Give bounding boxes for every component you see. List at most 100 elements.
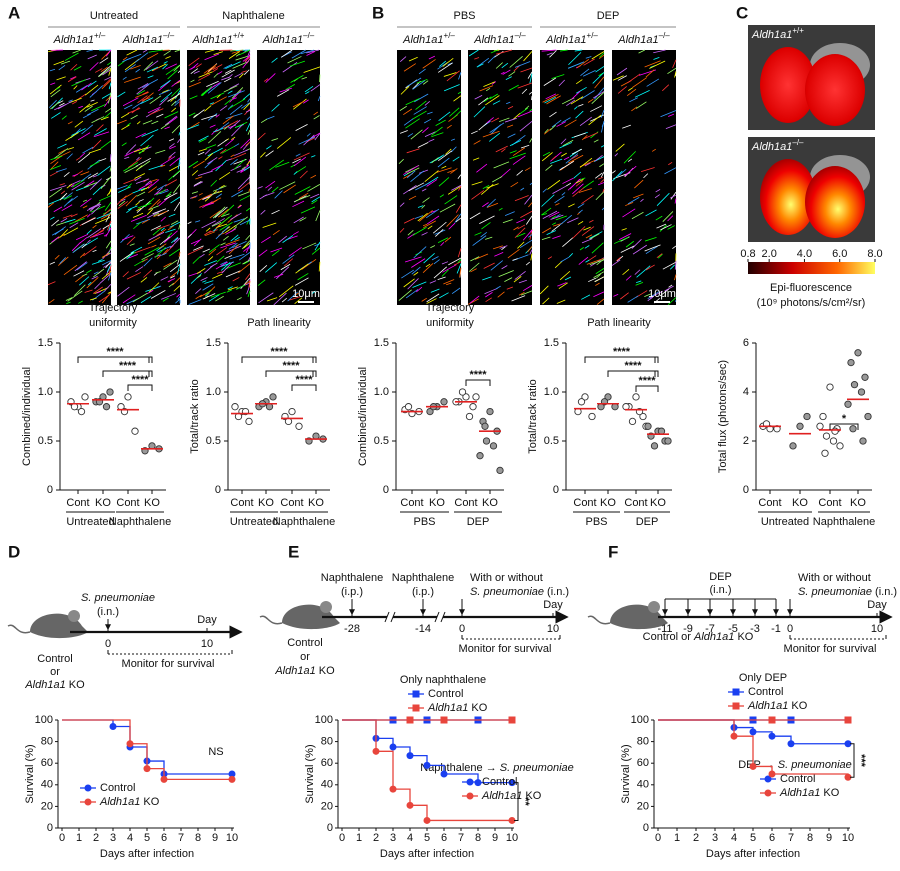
track	[547, 256, 553, 260]
track	[232, 277, 240, 282]
text-part: KO	[468, 702, 487, 714]
track	[517, 110, 533, 118]
track	[575, 180, 584, 187]
track	[583, 226, 591, 231]
track	[559, 142, 573, 149]
track	[225, 239, 240, 246]
track	[584, 162, 591, 167]
track	[567, 61, 585, 69]
track	[124, 104, 133, 110]
x-tick-label: 1	[356, 832, 362, 844]
track	[160, 164, 166, 168]
track	[260, 151, 266, 158]
text-part: KO	[316, 665, 335, 677]
track	[519, 107, 529, 115]
track	[195, 294, 203, 300]
track	[132, 212, 144, 218]
track	[520, 144, 530, 149]
track	[504, 211, 515, 216]
track	[169, 237, 181, 249]
colorbar-units: (10⁹ photons/s/cm²/sr)	[757, 297, 866, 309]
track	[145, 180, 151, 186]
track	[485, 297, 492, 303]
track	[125, 53, 142, 61]
track	[560, 152, 567, 157]
track	[244, 56, 251, 62]
track	[579, 157, 593, 168]
legend-label: Aldh1a1 KO	[99, 796, 160, 808]
track	[664, 285, 674, 292]
curve-marker	[440, 716, 448, 724]
track	[498, 270, 514, 278]
track	[204, 49, 215, 53]
track	[289, 60, 306, 67]
data-point	[231, 403, 239, 411]
track	[306, 49, 320, 54]
track	[225, 61, 241, 69]
track	[224, 225, 236, 234]
track	[517, 82, 532, 89]
data-point	[465, 412, 474, 421]
track	[177, 70, 181, 74]
track	[436, 167, 452, 173]
track	[230, 212, 242, 220]
track	[674, 260, 677, 270]
y-tick-label: 4	[743, 386, 749, 398]
track	[294, 277, 309, 286]
track	[275, 161, 290, 168]
y-tick-label: 100	[315, 714, 333, 726]
track	[291, 49, 306, 59]
track	[430, 288, 440, 293]
track	[168, 170, 181, 181]
track	[162, 297, 169, 302]
track	[405, 118, 420, 129]
track	[260, 118, 268, 124]
track	[135, 92, 149, 98]
track	[89, 178, 102, 190]
x-tick-label: 8	[807, 832, 813, 844]
track	[133, 146, 149, 153]
track	[134, 246, 151, 254]
track	[159, 96, 169, 106]
track	[656, 223, 667, 229]
track	[126, 49, 138, 56]
track	[418, 209, 433, 222]
track	[487, 55, 496, 64]
track	[625, 201, 634, 207]
track	[499, 117, 510, 122]
data-point	[854, 349, 862, 357]
track	[421, 297, 427, 302]
track	[193, 238, 202, 247]
track	[167, 278, 176, 282]
track	[486, 117, 494, 124]
track	[585, 56, 592, 59]
track	[573, 132, 586, 138]
track	[400, 86, 410, 95]
y-tick-label: 80	[41, 736, 53, 748]
track	[655, 189, 661, 193]
track	[263, 78, 269, 82]
track	[634, 269, 641, 275]
track	[423, 118, 432, 124]
track	[79, 237, 88, 244]
y-tick-label: 60	[321, 757, 333, 769]
track	[107, 220, 112, 231]
subject-label: Aldh1a1 KO	[274, 665, 335, 677]
x-tick-label: 1	[674, 832, 680, 844]
track	[430, 245, 436, 249]
track	[247, 50, 251, 57]
track	[124, 64, 136, 73]
track	[406, 170, 416, 179]
track	[75, 275, 84, 283]
track	[504, 277, 513, 282]
track	[66, 183, 73, 189]
track	[225, 270, 241, 278]
track	[142, 79, 159, 88]
track	[518, 279, 527, 284]
track	[241, 70, 247, 73]
track	[215, 226, 229, 240]
track	[514, 270, 526, 280]
track	[593, 139, 599, 143]
track	[193, 70, 200, 74]
track	[318, 261, 321, 272]
